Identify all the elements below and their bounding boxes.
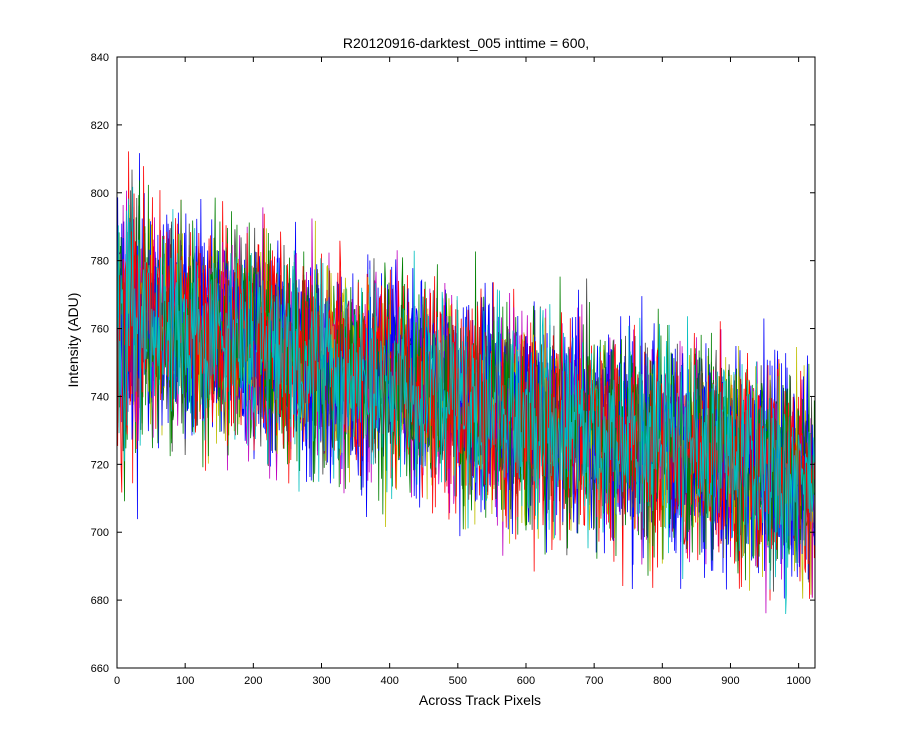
y-tick-label: 800 [91,188,109,200]
x-tick-label: 500 [449,675,467,687]
y-axis-label: Intensity (ADU) [65,293,81,388]
y-tick-label: 760 [91,324,109,336]
y-tick-label: 740 [91,391,109,403]
x-tick-label: 200 [244,675,262,687]
x-tick-label: 800 [653,675,671,687]
y-tick-label: 660 [91,663,109,675]
x-tick-label: 700 [585,675,603,687]
y-tick-label: 820 [91,120,109,132]
y-tick-label: 720 [91,459,109,471]
chart-title: R20120916-darktest_005 inttime = 600, [343,35,589,51]
y-axis: 660 680 700 720 740 760 780 800 820 840 [91,52,815,675]
x-tick-label: 600 [517,675,535,687]
x-axis-label: Across Track Pixels [419,692,541,708]
y-tick-label: 780 [91,256,109,268]
y-tick-label: 680 [91,595,109,607]
x-tick-label: 100 [176,675,194,687]
x-tick-label: 300 [312,675,330,687]
series-line-10 [116,186,815,614]
series-layer [116,151,815,614]
plot-frame [116,56,816,669]
x-tick-label: 900 [721,675,739,687]
x-axis: 0 100 200 300 400 500 600 700 800 900 1000 [114,57,811,687]
y-tick-label: 840 [91,52,109,64]
y-tick-label: 700 [91,527,109,539]
x-tick-label: 400 [380,675,398,687]
x-tick-label: 0 [114,675,120,687]
x-tick-label: 1000 [786,675,810,687]
